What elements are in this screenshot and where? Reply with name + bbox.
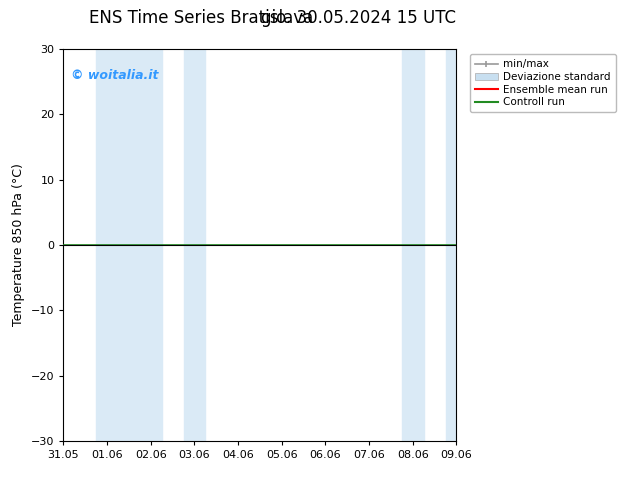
Legend: min/max, Deviazione standard, Ensemble mean run, Controll run: min/max, Deviazione standard, Ensemble m… (470, 54, 616, 112)
Y-axis label: Temperature 850 hPa (°C): Temperature 850 hPa (°C) (12, 164, 25, 326)
Text: © woitalia.it: © woitalia.it (71, 69, 158, 82)
Bar (183, 49, 205, 441)
Text: ENS Time Series Bratislava: ENS Time Series Bratislava (89, 9, 313, 27)
Bar (96, 49, 162, 441)
Bar (402, 49, 424, 441)
Text: gio. 30.05.2024 15 UTC: gio. 30.05.2024 15 UTC (261, 9, 456, 27)
Bar (446, 49, 456, 441)
